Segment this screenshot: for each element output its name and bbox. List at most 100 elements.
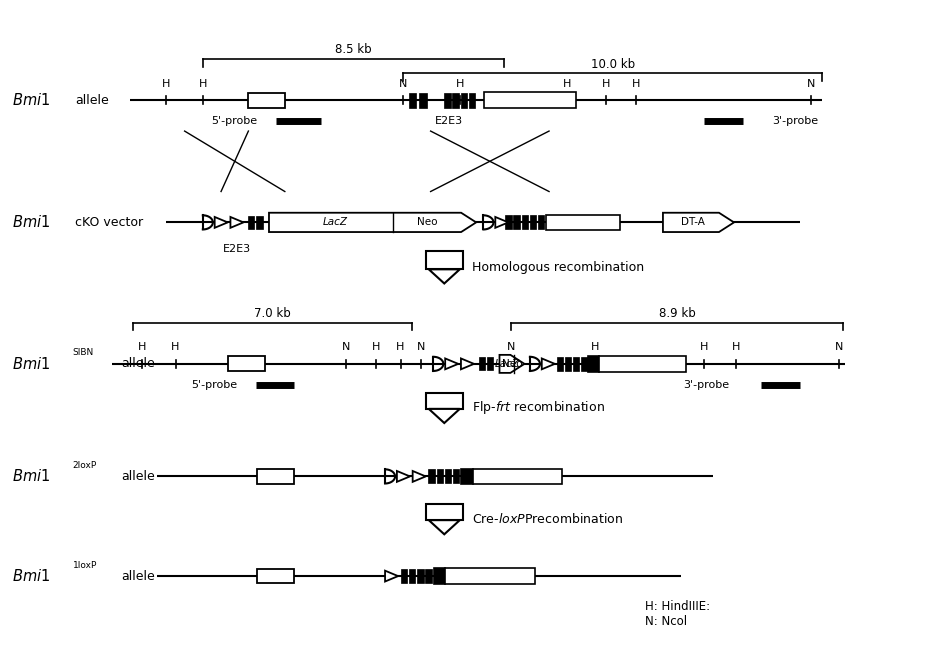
Bar <box>426 393 462 409</box>
Polygon shape <box>542 359 555 369</box>
Text: N: N <box>507 342 515 352</box>
Text: 8.5 kb: 8.5 kb <box>335 43 372 57</box>
Text: DT-A: DT-A <box>681 217 705 227</box>
Bar <box>401 569 407 583</box>
Polygon shape <box>445 359 458 369</box>
Bar <box>417 569 424 583</box>
Polygon shape <box>215 217 228 228</box>
Text: H: H <box>632 79 640 89</box>
Text: allele: allele <box>121 357 154 371</box>
Text: 7.0 kb: 7.0 kb <box>254 307 290 320</box>
Text: H: H <box>699 342 709 352</box>
Text: $Bmi1$: $Bmi1$ <box>11 468 50 484</box>
Text: E2E3: E2E3 <box>435 116 462 126</box>
Text: H: H <box>563 79 572 89</box>
Text: Flp-$\mathit{frt}$ recombination: Flp-$\mathit{frt}$ recombination <box>472 399 605 417</box>
Text: N: N <box>399 79 408 89</box>
Polygon shape <box>461 359 474 369</box>
Bar <box>473 468 562 484</box>
Bar <box>257 469 294 484</box>
Bar <box>228 357 265 371</box>
Bar <box>434 568 446 584</box>
Text: $Bmi1$: $Bmi1$ <box>11 92 50 108</box>
Text: Homologous recombination: Homologous recombination <box>472 261 644 274</box>
Bar <box>505 215 512 229</box>
Text: SIBN: SIBN <box>72 348 93 357</box>
Text: allele: allele <box>121 570 154 583</box>
Text: H: H <box>732 342 740 352</box>
Text: Neo: Neo <box>502 359 523 369</box>
Bar <box>557 357 563 371</box>
Polygon shape <box>269 213 476 232</box>
Bar <box>428 469 435 484</box>
Polygon shape <box>385 571 398 581</box>
Bar <box>256 216 263 229</box>
Polygon shape <box>429 269 460 283</box>
Polygon shape <box>413 471 426 482</box>
Bar <box>530 215 536 229</box>
Text: H: H <box>138 342 146 352</box>
Bar <box>487 357 493 371</box>
Bar <box>426 504 462 520</box>
Bar <box>444 93 450 108</box>
Bar <box>581 357 587 371</box>
Text: N: Ncol: N: Ncol <box>645 614 687 627</box>
Bar <box>565 357 572 371</box>
Text: $Bmi1$: $Bmi1$ <box>11 356 50 372</box>
Text: allele: allele <box>75 94 109 106</box>
Bar <box>587 356 599 372</box>
Text: H: H <box>372 342 380 352</box>
Text: N: N <box>808 79 816 89</box>
Polygon shape <box>429 520 460 534</box>
Text: $Bmi1$: $Bmi1$ <box>11 214 50 231</box>
Bar <box>446 568 535 584</box>
Bar <box>478 357 485 371</box>
Text: 3'-probe: 3'-probe <box>772 116 819 126</box>
Bar <box>546 215 621 230</box>
Bar <box>419 93 426 108</box>
Text: 2loxP: 2loxP <box>72 461 97 470</box>
Text: cKO vector: cKO vector <box>75 216 143 229</box>
Bar <box>249 93 285 108</box>
Text: 10.0 kb: 10.0 kb <box>591 58 635 70</box>
Bar <box>599 356 686 372</box>
Bar <box>522 215 528 229</box>
Polygon shape <box>397 471 410 482</box>
Bar <box>461 93 467 108</box>
Bar <box>409 569 415 583</box>
Bar <box>573 357 579 371</box>
Text: allele: allele <box>121 470 154 483</box>
Bar <box>257 569 294 583</box>
Bar <box>485 92 576 108</box>
Text: H: H <box>396 342 405 352</box>
Text: H: H <box>171 342 179 352</box>
Text: H: H <box>199 79 207 89</box>
Text: N: N <box>341 342 350 352</box>
Bar <box>513 215 520 229</box>
Bar <box>462 468 473 484</box>
Polygon shape <box>663 213 734 232</box>
Text: N: N <box>416 342 425 352</box>
Text: LacZ: LacZ <box>323 217 348 227</box>
Text: 8.9 kb: 8.9 kb <box>659 307 696 320</box>
Polygon shape <box>500 355 524 373</box>
Polygon shape <box>495 217 509 228</box>
Polygon shape <box>230 217 243 228</box>
Bar <box>469 93 475 108</box>
Text: N: N <box>834 342 843 352</box>
Text: $Bmi1$: $Bmi1$ <box>11 568 50 584</box>
Bar <box>445 469 451 484</box>
Bar <box>452 93 459 108</box>
Text: 3'-probe: 3'-probe <box>684 380 730 390</box>
Bar <box>409 93 416 108</box>
Text: E2E3: E2E3 <box>223 244 251 254</box>
Text: Cre-$\mathit{loxP}$Precombination: Cre-$\mathit{loxP}$Precombination <box>472 512 623 526</box>
Text: H: HindIIIE:: H: HindIIIE: <box>645 600 709 613</box>
Text: LacZ: LacZ <box>495 359 520 369</box>
Text: 5'-probe: 5'-probe <box>212 116 258 126</box>
Bar <box>538 215 544 229</box>
Text: H: H <box>590 342 598 352</box>
Bar <box>453 469 460 484</box>
Text: Neo: Neo <box>417 217 438 227</box>
Bar <box>426 252 462 269</box>
